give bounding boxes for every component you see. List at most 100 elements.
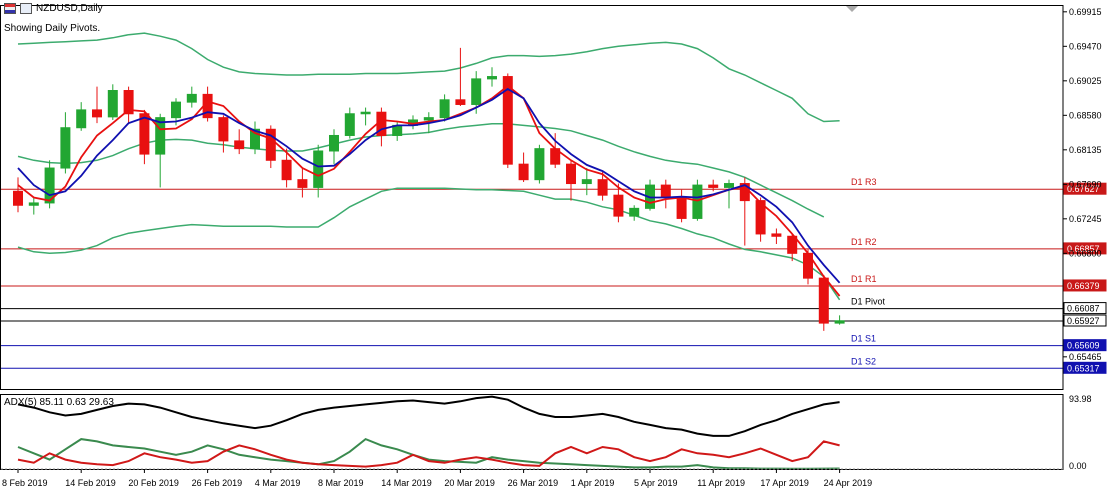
symbol-header: NZDUSD,Daily — [4, 3, 103, 14]
candle-body — [518, 163, 529, 181]
price-tick-label: 0.69025 — [1069, 76, 1102, 86]
date-tick-label: 11 Apr 2019 — [697, 478, 745, 488]
candle-body — [755, 200, 766, 235]
candle-body — [423, 117, 434, 121]
bollinger-lower-line — [17, 187, 841, 301]
adx-scale-top: 93.98 — [1069, 394, 1092, 404]
price-tick-label: 0.67690 — [1069, 179, 1102, 189]
candle-body — [297, 179, 308, 188]
candle-body — [13, 190, 23, 206]
candle-body — [360, 111, 371, 115]
pivot-price-label: 0.66087 — [1067, 304, 1100, 314]
candle-body — [313, 150, 324, 188]
bollinger-middle-line — [17, 123, 825, 218]
candle-body — [613, 194, 624, 217]
candle-body — [44, 167, 55, 204]
candle-body — [629, 207, 640, 217]
candle-body — [692, 184, 703, 219]
candle-body — [107, 90, 118, 118]
price-tick-label: 0.67245 — [1069, 214, 1102, 224]
adx-pane-frame — [0, 394, 1064, 470]
date-tick-label: 14 Mar 2019 — [381, 478, 432, 488]
candle-body — [771, 233, 782, 237]
pivot-level-label: D1 R1 — [851, 274, 877, 284]
candle-body — [281, 159, 292, 181]
price-tick-label: 0.66800 — [1069, 248, 1102, 258]
pivot-price-tag — [1063, 182, 1107, 195]
candle-body — [834, 320, 845, 324]
candle-body — [660, 184, 671, 198]
candle-body — [76, 109, 87, 129]
candle-body — [724, 183, 734, 188]
adx-minus-di-line — [17, 440, 840, 468]
date-tick-label: 1 Apr 2019 — [571, 478, 615, 488]
candle-body — [471, 78, 482, 105]
pivot-price-label: 0.66379 — [1067, 281, 1100, 291]
candle-body — [92, 109, 102, 118]
slow-ma-line — [17, 87, 841, 284]
adx-main-line — [17, 395, 840, 437]
pivot-price-label: 0.65609 — [1067, 341, 1100, 351]
adx-label: ADX(5) 85.11 0.63 29.63 — [4, 397, 114, 408]
price-tick-label: 0.69470 — [1069, 41, 1102, 51]
bollinger-upper-line — [17, 32, 840, 123]
price-pane-frame — [0, 5, 1064, 390]
pivot-level-label: D1 R2 — [851, 237, 877, 247]
date-tick-label: 4 Mar 2019 — [255, 478, 301, 488]
date-tick-label: 17 Apr 2019 — [760, 478, 809, 488]
pivot-note: Showing Daily Pivots. — [4, 23, 101, 34]
adx-plus-di-line — [17, 437, 840, 470]
candle-body — [155, 117, 166, 155]
pivot-price-label: 0.65317 — [1067, 363, 1100, 373]
pivot-price-label: 0.67627 — [1067, 184, 1100, 194]
date-tick-label: 8 Mar 2019 — [318, 478, 364, 488]
candle-body — [597, 179, 608, 196]
candle-body — [502, 76, 513, 165]
pivot-price-tag — [1063, 302, 1107, 315]
pivot-level-label: D1 R3 — [851, 177, 877, 187]
candle-body — [487, 76, 497, 80]
candle-body — [708, 184, 719, 188]
candle-body — [581, 179, 592, 185]
pivot-price-label: 0.66857 — [1067, 244, 1100, 254]
price-tick-label: 0.65465 — [1069, 352, 1102, 362]
candle-body — [818, 277, 829, 324]
candle-body — [171, 101, 181, 119]
candle-body — [344, 113, 355, 136]
date-tick-label: 24 Apr 2019 — [824, 478, 873, 488]
pivot-level-label: D1 Pivot — [851, 297, 886, 307]
candle-body — [28, 202, 39, 206]
pivot-price-tag — [1063, 279, 1107, 292]
candle-body — [787, 235, 798, 254]
symbol-label: NZDUSD,Daily — [36, 3, 103, 14]
pivot-price-tag — [1063, 339, 1107, 352]
price-tick-label: 0.68580 — [1069, 110, 1102, 120]
candle-body — [566, 163, 576, 185]
candle-body — [60, 127, 71, 169]
candle-body — [218, 117, 229, 142]
date-tick-label: 26 Feb 2019 — [192, 478, 243, 488]
price-tick-label: 0.68135 — [1069, 145, 1102, 155]
candle-body — [123, 90, 134, 115]
candle-body — [265, 128, 276, 161]
pivot-level-label: D1 S1 — [851, 334, 876, 344]
candle-body — [676, 197, 687, 219]
window-icon[interactable] — [20, 3, 32, 14]
date-tick-label: 20 Mar 2019 — [444, 478, 495, 488]
chart-shift-marker-icon[interactable] — [846, 6, 858, 12]
date-tick-label: 20 Feb 2019 — [128, 478, 179, 488]
symbol-chart-icon[interactable] — [4, 3, 16, 14]
date-tick-label: 8 Feb 2019 — [2, 478, 48, 488]
pivot-price-label: 0.65927 — [1067, 316, 1100, 326]
date-tick-label: 5 Apr 2019 — [634, 478, 678, 488]
candle-body — [455, 99, 466, 105]
candle-body — [534, 148, 545, 181]
candle-body — [329, 134, 339, 152]
fast-ma-line — [17, 84, 841, 297]
date-tick-label: 14 Feb 2019 — [65, 478, 116, 488]
pivot-price-tag — [1063, 361, 1107, 374]
pivot-price-tag — [1063, 242, 1107, 255]
